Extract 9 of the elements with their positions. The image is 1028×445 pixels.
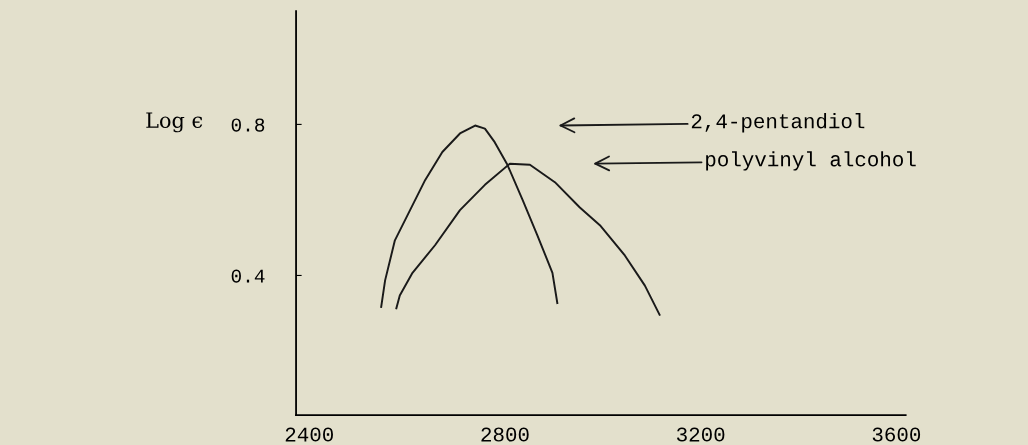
annotation: polyvinyl alcohol — [706, 151, 916, 171]
y-axis-title: Log ϵ — [146, 112, 203, 133]
y-tick-label: 0.4 — [231, 269, 265, 283]
y-tick-label: 0.8 — [231, 118, 265, 132]
x-tick-label: 3600 — [872, 427, 921, 442]
x-tick-label: 2800 — [481, 427, 529, 442]
annotation: 2,4-pentandiol — [691, 113, 865, 133]
x-tick-label: 3200 — [676, 427, 725, 442]
x-tick-label: 2400 — [285, 427, 333, 442]
